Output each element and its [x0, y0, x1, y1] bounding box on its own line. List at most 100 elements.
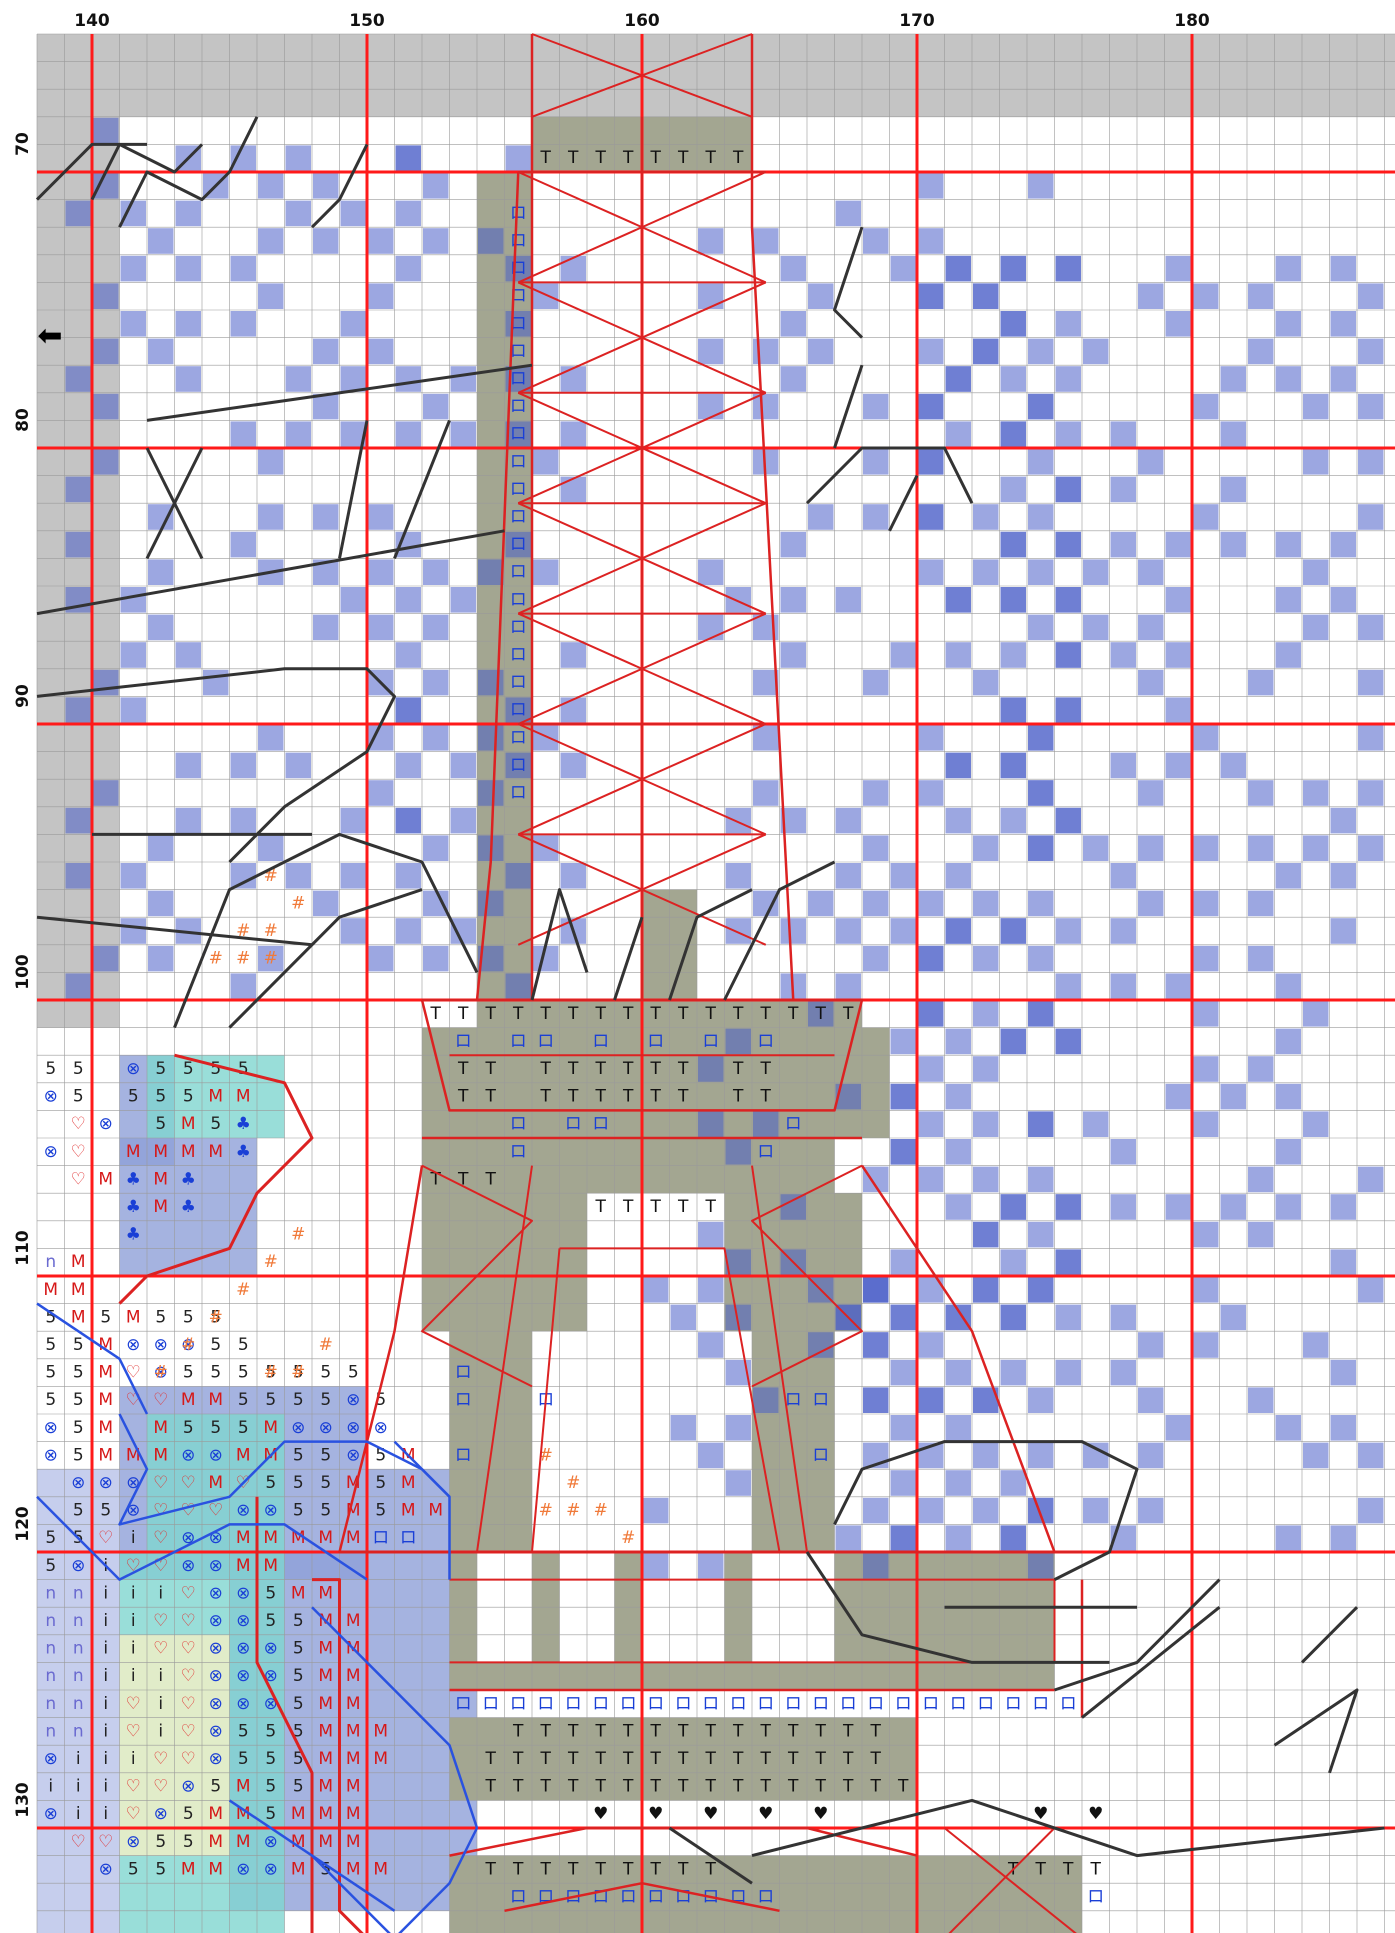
- sky-stitch: [1111, 973, 1137, 999]
- sky-stitch: [533, 725, 559, 751]
- stitch-symbol: T: [732, 1721, 744, 1741]
- stitch-symbol: T: [732, 148, 744, 168]
- stitch-symbol: 5: [73, 1087, 84, 1107]
- sky-stitch: [671, 1415, 697, 1441]
- stitch-symbol: M: [428, 1501, 443, 1521]
- stitch-symbol: T: [760, 1749, 772, 1769]
- stitch-symbol: 5: [265, 1390, 276, 1410]
- stitch-symbol: ロ: [510, 562, 527, 582]
- stitch-symbol: 5: [265, 1804, 276, 1824]
- stitch-symbol: ⊗: [264, 1501, 278, 1521]
- stitch-symbol: T: [622, 1087, 634, 1107]
- stitch-symbol: M: [236, 1556, 251, 1576]
- sky-stitch: [918, 449, 944, 475]
- stitch-symbol: ♥: [648, 1804, 663, 1824]
- stitch-symbol: ⊗: [236, 1694, 250, 1714]
- stitch-symbol: ♡: [126, 1721, 141, 1741]
- stitch-symbol: T: [567, 1087, 579, 1107]
- sky-stitch: [1358, 394, 1384, 420]
- sky-stitch: [1221, 1305, 1247, 1331]
- stitch-symbol: T: [595, 1004, 607, 1024]
- sky-stitch: [368, 228, 394, 254]
- sky-stitch: [698, 1277, 724, 1303]
- sky-stitch: [891, 918, 917, 944]
- stitch-symbol: n: [45, 1611, 56, 1631]
- stitch-symbol: #: [566, 1473, 580, 1493]
- sky-stitch: [423, 615, 449, 641]
- sky-stitch: [1221, 1084, 1247, 1110]
- stitch-symbol: ロ: [510, 700, 527, 720]
- stitch-symbol: ロ: [455, 1363, 472, 1383]
- stitch-symbol: ♥: [593, 1804, 608, 1824]
- sky-stitch: [1193, 1001, 1219, 1027]
- stitch-symbol: T: [650, 148, 662, 168]
- sky-stitch: [1276, 1194, 1302, 1220]
- sky-stitch: [341, 863, 367, 889]
- sky-stitch: [396, 421, 422, 447]
- stitch-symbol: ♥: [758, 1804, 773, 1824]
- stitch-symbol: M: [318, 1804, 333, 1824]
- stitch-symbol: ロ: [647, 1031, 664, 1051]
- stitch-symbol: T: [595, 1197, 607, 1217]
- sky-stitch: [918, 1387, 944, 1413]
- sky-stitch: [533, 283, 559, 309]
- stitch-symbol: ロ: [1005, 1694, 1022, 1714]
- sky-stitch: [561, 642, 587, 668]
- stitch-symbol: T: [842, 1749, 854, 1769]
- stitch-symbol: T: [705, 1777, 717, 1797]
- sky-stitch: [753, 339, 779, 365]
- sky-stitch: [973, 339, 999, 365]
- sky-stitch: [1028, 1111, 1054, 1137]
- sky-stitch: [946, 918, 972, 944]
- stitch-symbol: M: [181, 1114, 196, 1134]
- stitch-symbol: T: [512, 1749, 524, 1769]
- sky-stitch: [1166, 311, 1192, 337]
- sky-stitch: [313, 891, 339, 917]
- stitch-symbol: i: [158, 1583, 163, 1603]
- stitch-symbol: ロ: [785, 1114, 802, 1134]
- sky-stitch: [1028, 394, 1054, 420]
- sky-stitch: [918, 559, 944, 585]
- sky-stitch: [451, 808, 477, 834]
- stitch-symbol: M: [208, 1804, 223, 1824]
- stitch-symbol: 5: [45, 1059, 56, 1079]
- stitch-symbol: T: [815, 1777, 827, 1797]
- stitch-symbol: ♡: [153, 1749, 168, 1769]
- stitch-symbol: ♥: [703, 1804, 718, 1824]
- stitch-symbol: T: [567, 1721, 579, 1741]
- stitch-symbol: n: [45, 1721, 56, 1741]
- sky-stitch: [1138, 559, 1164, 585]
- sky-stitch: [451, 421, 477, 447]
- sky-stitch: [698, 228, 724, 254]
- sky-stitch: [891, 256, 917, 282]
- sky-stitch: [946, 1139, 972, 1165]
- stitch-symbol: M: [236, 1777, 251, 1797]
- stitch-symbol: 5: [73, 1418, 84, 1438]
- stitch-symbol: ♥: [813, 1804, 828, 1824]
- stitch-symbol: M: [318, 1694, 333, 1714]
- sky-stitch: [1001, 532, 1027, 558]
- stitch-symbol: M: [43, 1280, 58, 1300]
- sky-stitch: [946, 1525, 972, 1551]
- sky-stitch: [1193, 504, 1219, 530]
- sky-stitch: [973, 1167, 999, 1193]
- sky-stitch: [726, 1029, 752, 1055]
- stitch-symbol: T: [595, 1749, 607, 1769]
- sky-stitch: [1111, 753, 1137, 779]
- sky-stitch: [946, 1360, 972, 1386]
- sky-stitch: [781, 532, 807, 558]
- sky-stitch: [423, 725, 449, 751]
- sky-stitch: [396, 587, 422, 613]
- sky-stitch: [973, 946, 999, 972]
- sky-stitch: [368, 725, 394, 751]
- stitch-symbol: ⊗: [346, 1390, 360, 1410]
- stitch-symbol: #: [594, 1501, 608, 1521]
- stitch-symbol: n: [45, 1666, 56, 1686]
- stitch-symbol: T: [540, 1059, 552, 1079]
- stitch-symbol: #: [566, 1501, 580, 1521]
- sky-stitch: [1276, 642, 1302, 668]
- stitch-symbol: T: [622, 1777, 634, 1797]
- sky-stitch: [1331, 1415, 1357, 1441]
- stitch-symbol: 5: [320, 1501, 331, 1521]
- sky-stitch: [918, 1056, 944, 1082]
